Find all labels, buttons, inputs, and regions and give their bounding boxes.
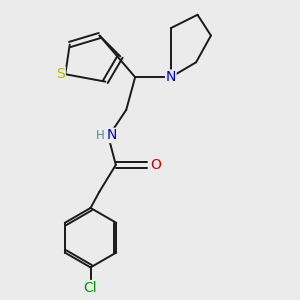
- Text: N: N: [107, 128, 117, 142]
- Text: N: N: [166, 70, 176, 84]
- Text: S: S: [56, 67, 65, 81]
- Text: Cl: Cl: [84, 280, 98, 295]
- Text: H: H: [96, 129, 104, 142]
- Text: O: O: [150, 158, 161, 172]
